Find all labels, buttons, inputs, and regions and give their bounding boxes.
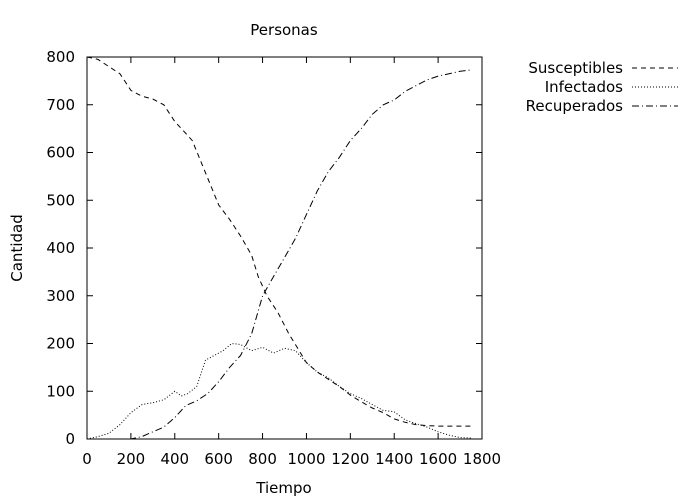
chart-title: Personas bbox=[250, 21, 318, 39]
y-tick-label: 200 bbox=[46, 335, 75, 353]
x-tick-label: 800 bbox=[248, 450, 277, 468]
x-tick-label: 200 bbox=[117, 450, 146, 468]
legend-label-susceptibles: Susceptibles bbox=[528, 59, 623, 77]
x-tick-label: 600 bbox=[204, 450, 233, 468]
x-tick-label: 1600 bbox=[419, 450, 457, 468]
x-tick-label: 1800 bbox=[463, 450, 501, 468]
y-tick-label: 800 bbox=[46, 48, 75, 66]
plot-area-border bbox=[86, 56, 483, 440]
plot-frame bbox=[86, 56, 483, 440]
x-tick-label: 0 bbox=[82, 450, 92, 468]
x-axis-label: Tiempo bbox=[255, 479, 311, 497]
series-line-susceptibles bbox=[86, 56, 471, 427]
series-line-recuperados bbox=[87, 69, 472, 440]
x-tick-label: 1000 bbox=[287, 450, 325, 468]
y-tick-label: 300 bbox=[46, 287, 75, 305]
y-axis-label: Cantidad bbox=[8, 214, 26, 281]
y-tick-label: 100 bbox=[46, 382, 75, 400]
legend-label-infectados: Infectados bbox=[545, 78, 623, 96]
axis-ticks: 0 200 400 600 800 1000 1200 1400 1600 1800 0 100 200… bbox=[46, 48, 501, 468]
x-tick-label: 1200 bbox=[331, 450, 369, 468]
y-tick-label: 700 bbox=[46, 96, 75, 114]
y-tick-label: 400 bbox=[46, 239, 75, 257]
x-tick-label: 400 bbox=[160, 450, 189, 468]
series-line-infectados bbox=[86, 342, 472, 440]
legend-label-recuperados: Recuperados bbox=[526, 97, 624, 115]
y-tick-label: 0 bbox=[65, 430, 75, 448]
y-tick-label: 500 bbox=[46, 191, 75, 209]
series-layer bbox=[86, 56, 472, 440]
y-tick-label: 600 bbox=[46, 144, 75, 162]
x-tick-label: 1400 bbox=[375, 450, 413, 468]
